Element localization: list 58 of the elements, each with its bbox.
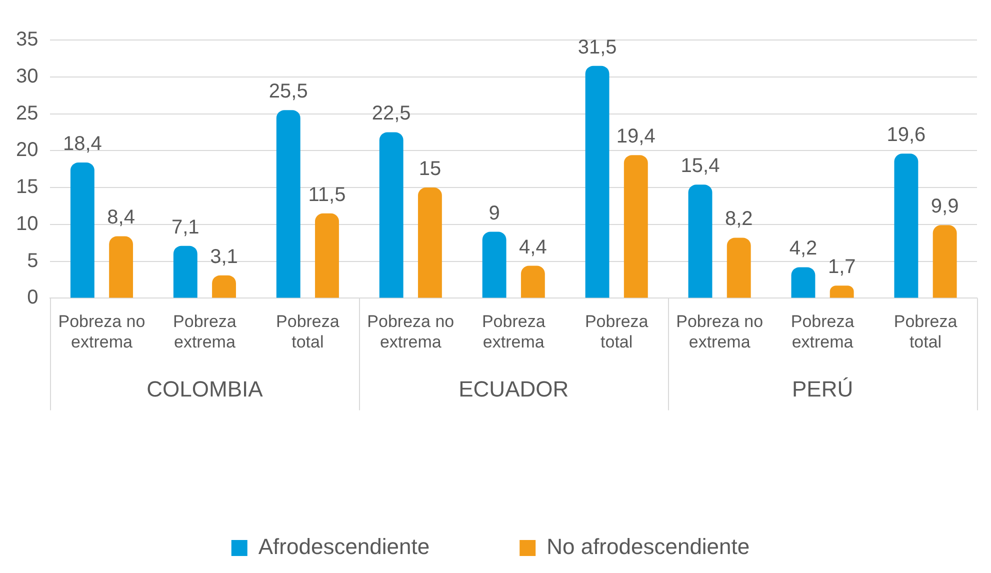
- data-label: 19,4: [616, 126, 656, 148]
- data-label: 19,6: [886, 124, 926, 146]
- bar: [688, 184, 712, 298]
- y-tick-label: 20: [16, 139, 38, 162]
- data-label: 18,4: [62, 132, 102, 155]
- y-tick-label: 25: [16, 102, 38, 124]
- data-label: 31,5: [578, 36, 617, 58]
- bar: [276, 110, 300, 298]
- data-label: 9,9: [930, 196, 959, 218]
- y-tick-label: 35: [16, 28, 38, 51]
- y-tick-label: 0: [27, 286, 38, 309]
- x-tick-label: Pobreza extrema: [790, 312, 855, 352]
- x-tick-label: Pobreza extrema: [482, 312, 546, 352]
- x-tick-label: Pobreza no extrema: [367, 312, 454, 352]
- data-label: 4,4: [519, 236, 547, 258]
- bar: [109, 236, 134, 298]
- data-label: 8,4: [107, 206, 135, 229]
- x-tick-label: Pobreza total: [584, 312, 649, 352]
- x-tick-label: Pobreza no extrema: [58, 312, 146, 352]
- data-label: 4,2: [789, 238, 818, 260]
- y-tick-label: 30: [16, 65, 38, 88]
- x-tick-label: Pobreza total: [276, 312, 340, 352]
- bar: [173, 246, 198, 298]
- legend-label: No afrodescendiente: [546, 534, 750, 560]
- text: COLOMBIA: [146, 376, 264, 402]
- bar: [482, 232, 506, 298]
- bar: [894, 154, 918, 298]
- bar: [726, 238, 751, 298]
- x-tick-label: Pobreza extrema: [173, 312, 237, 352]
- bar: [932, 225, 957, 298]
- bar: [624, 155, 648, 298]
- data-label: 9: [488, 202, 500, 224]
- bar: [212, 275, 236, 298]
- x-tick-label: Pobreza total: [894, 312, 958, 352]
- data-label: 1,7: [828, 256, 856, 278]
- bar: [520, 266, 545, 298]
- text: PERÚ: [792, 376, 854, 402]
- y-tick-label: 15: [16, 176, 38, 198]
- data-label: 7,1: [171, 216, 200, 238]
- data-label: 15: [418, 158, 442, 180]
- bar: [70, 162, 94, 298]
- data-label: 25,5: [268, 80, 308, 103]
- data-label: 3,1: [210, 246, 238, 268]
- legend-label: Afrodescendiente: [258, 534, 430, 560]
- x-tick-label: Pobreza no extrema: [676, 312, 764, 352]
- data-label: 15,4: [680, 155, 720, 178]
- bar: [418, 188, 442, 298]
- bar: [585, 66, 610, 298]
- y-tick-label: 5: [27, 250, 38, 272]
- bar: [379, 132, 404, 298]
- data-label: 8,2: [724, 208, 753, 230]
- bar: [315, 213, 339, 298]
- bar: [791, 267, 816, 298]
- data-label: 22,5: [372, 102, 411, 125]
- y-tick-label: 10: [16, 212, 38, 235]
- text: ECUADOR: [458, 376, 569, 402]
- data-label: 11,5: [308, 184, 346, 206]
- bar: [830, 286, 854, 298]
